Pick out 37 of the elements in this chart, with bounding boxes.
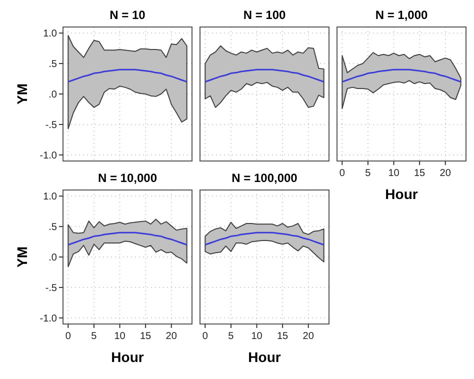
y-tick-label: 1.0	[43, 192, 58, 203]
y-tick-label: .0	[48, 90, 58, 100]
y-axis-title: YM	[14, 246, 30, 268]
y-axis-title: YM	[14, 84, 30, 104]
y-tick-label: -.5	[45, 120, 58, 131]
x-tick-label: 0	[339, 168, 346, 179]
x-tick-label: 10	[114, 331, 126, 342]
y-tick-label: .0	[48, 252, 58, 264]
line-series	[67, 232, 188, 246]
x-tick-label: 0	[202, 331, 208, 342]
x-tick-label: 5	[228, 331, 234, 342]
chart-title: N = 10	[110, 8, 146, 22]
x-axis-title: Hour	[248, 349, 282, 365]
y-tick-label: -1.0	[40, 313, 58, 324]
y-tick-label: -1.0	[40, 150, 58, 162]
y-tick-label: .5	[48, 59, 58, 70]
x-tick-label: 15	[414, 168, 426, 179]
chart-title: N = 10,000	[98, 171, 158, 185]
x-tick-label: 20	[302, 331, 314, 342]
chart-title: N = 100,000	[232, 171, 298, 185]
chart-title: N = 100	[243, 8, 286, 22]
line-series	[67, 68, 188, 83]
y-tick-label: .5	[48, 222, 58, 234]
x-tick-label: 15	[276, 331, 289, 342]
x-tick-label: 15	[140, 331, 152, 342]
y-tick-label: 1.0	[43, 28, 58, 40]
x-tick-label: 10	[251, 331, 263, 342]
x-tick-label: 10	[388, 168, 400, 179]
x-tick-label: 0	[65, 331, 72, 342]
x-axis-title: Hour	[111, 349, 144, 365]
chart-title: N = 1,000	[375, 8, 428, 22]
x-tick-label: 20	[440, 168, 452, 179]
x-tick-label: 5	[91, 331, 98, 342]
x-axis-title: Hour	[385, 186, 418, 202]
x-tick-label: 5	[365, 168, 372, 179]
y-tick-label: -.5	[45, 282, 58, 294]
x-tick-label: 20	[166, 331, 178, 342]
